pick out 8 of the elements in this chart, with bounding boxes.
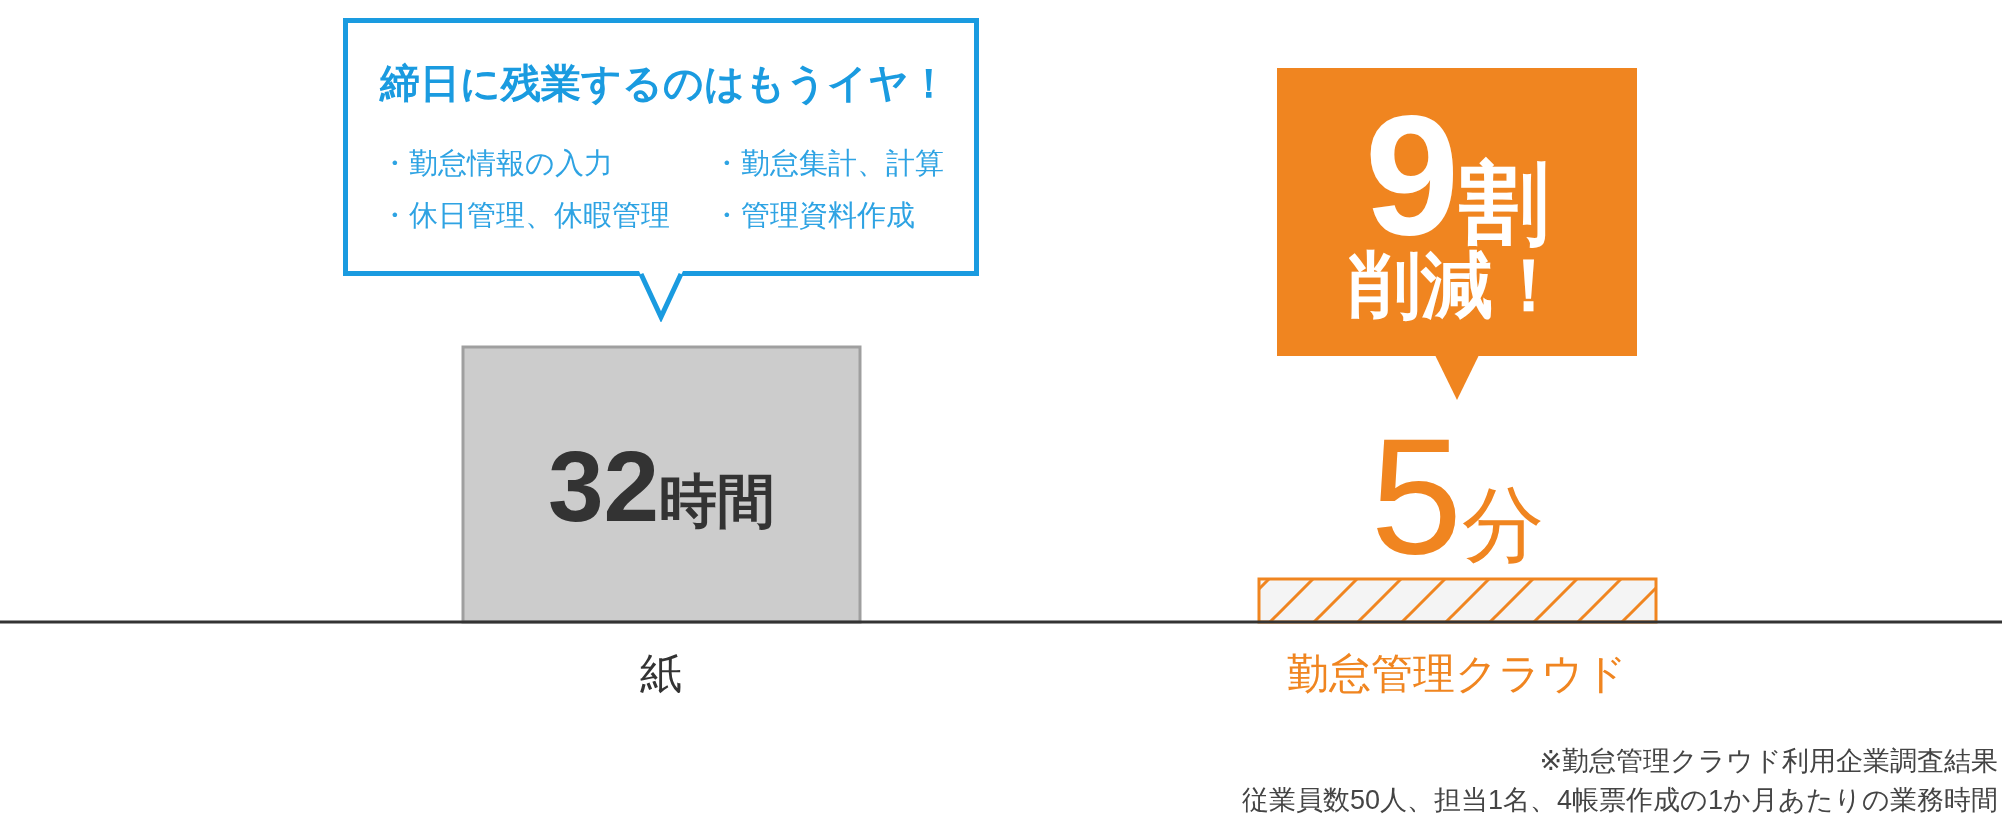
x-tick-label: 紙 [640,650,682,697]
x-tick-label: 勤怠管理クラウド [1287,650,1627,697]
text: ※勤怠管理クラウド利用企業調査結果 [1538,745,1998,778]
text: 従業員数50人、担当1名、4帳票作成の1か月あたりの業務時間 [1241,784,1998,817]
data-label: 32時間 [547,429,776,542]
speech-bubble: 締日に残業するのはもうイヤ！ ・勤怠情報の入力 ・勤怠集計、計算 ・休日管理、休暇管理 ・管理資料作成 [343,18,979,276]
speech-bubble: 9割 削減！ [1277,68,1637,357]
data-label: 5分 [1370,404,1545,589]
